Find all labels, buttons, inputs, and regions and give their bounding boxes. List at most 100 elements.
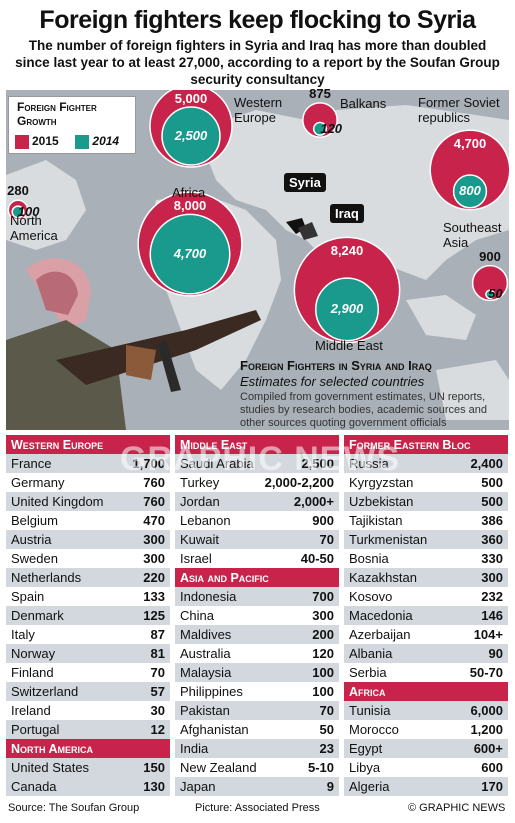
country-name: Ireland	[11, 703, 51, 718]
table-row: Australia 120	[175, 644, 339, 663]
bubble-2015-1	[302, 102, 338, 138]
table-row: Kuwait 70	[175, 530, 339, 549]
bubble-2014-1	[312, 121, 328, 136]
section-subtitle: Estimates for selected countries	[240, 374, 425, 389]
fighter-count: 300	[143, 551, 165, 566]
fighter-count: 70	[150, 665, 165, 680]
table-row: Egypt 600+	[344, 739, 508, 758]
country-name: China	[180, 608, 214, 623]
fighter-count: 2,400	[470, 456, 503, 471]
table-row: Saudi Arabia 2,500	[175, 454, 339, 473]
fighter-count: 70	[319, 532, 334, 547]
table-row: Sweden 300	[6, 549, 170, 568]
fighter-count: 81	[150, 646, 165, 661]
table-row: Serbia 50-70	[344, 663, 508, 682]
legend-swatch-2014	[75, 134, 90, 149]
footer-source: Source: The Soufan Group	[8, 802, 140, 814]
country-name: Morocco	[349, 722, 399, 737]
table-header: Africa	[344, 682, 508, 701]
country-name: Azerbaijan	[349, 627, 411, 642]
country-name: Denmark	[11, 608, 64, 623]
table-row: Italy 87	[6, 625, 170, 644]
country-name: Germany	[11, 475, 65, 490]
country-name: Israel	[180, 551, 212, 566]
table-column-2: Middle East Saudi Arabia 2,500 Turkey 2,000-…	[175, 435, 339, 796]
legend-label-2015: 2015	[32, 134, 59, 148]
country-name: Uzbekistan	[349, 494, 414, 509]
table-row: Spain 133	[6, 587, 170, 606]
country-name: Belgium	[11, 513, 58, 528]
fighter-count: 2,000-2,200	[264, 475, 334, 490]
bubble-label-2014-6: 50	[488, 286, 503, 302]
table-row: Morocco 1,200	[344, 720, 508, 739]
bubble-label-2015-5: 8,240	[330, 243, 364, 259]
country-name: Netherlands	[11, 570, 82, 585]
bubble-2014-5	[315, 277, 379, 342]
bubble-label-2014-4: 4,700	[173, 246, 207, 262]
table-row: Turkmenistan 360	[344, 530, 508, 549]
country-name: Egypt	[349, 741, 383, 756]
country-name: Philippines	[180, 684, 243, 699]
region-label-4: Africa	[172, 185, 206, 200]
country-name: Canada	[11, 779, 57, 794]
table-row: Philippines 100	[175, 682, 339, 701]
table-row: Tunisia 6,000	[344, 701, 508, 720]
table-row: China 300	[175, 606, 339, 625]
fighter-count: 40-50	[300, 551, 334, 566]
bubble-2014-6	[485, 289, 495, 300]
footer-picture: Picture: Associated Press	[195, 802, 320, 814]
country-name: Norway	[11, 646, 56, 661]
country-name: Bosnia	[349, 551, 389, 566]
table-row: Malaysia 100	[175, 663, 339, 682]
table-row: Switzerland 57	[6, 682, 170, 701]
fighter-count: 125	[143, 608, 165, 623]
table-row: New Zealand 5-10	[175, 758, 339, 777]
bubble-label-2015-4: 8,000	[173, 198, 207, 214]
bubble-label-2015-1: 875	[309, 85, 331, 101]
table-row: Finland 70	[6, 663, 170, 682]
region-label-3: North America	[10, 213, 58, 243]
fighter-count: 360	[481, 532, 503, 547]
fighter-count: 2,500	[301, 456, 334, 471]
country-name: Finland	[11, 665, 54, 680]
fighter-count: 600+	[473, 741, 503, 756]
fighter-count: 57	[150, 684, 165, 699]
country-name: United States	[11, 760, 90, 775]
table-row: Portugal 12	[6, 720, 170, 739]
country-name: Austria	[11, 532, 52, 547]
table-row: Algeria 170	[344, 777, 508, 796]
table-row: India 23	[175, 739, 339, 758]
fighter-count: 386	[481, 513, 503, 528]
fighter-count: 760	[143, 475, 165, 490]
country-name: Jordan	[180, 494, 220, 509]
fighter-count: 120	[312, 646, 334, 661]
fighter-count: 600	[481, 760, 503, 775]
fighter-count: 70	[319, 703, 334, 718]
table-row: Lebanon 900	[175, 511, 339, 530]
table-header: Western Europe	[6, 435, 170, 454]
legend-items: 2015 2014	[15, 134, 119, 149]
fighter-count: 900	[312, 513, 334, 528]
country-name: Maldives	[180, 627, 232, 642]
fighter-count: 300	[143, 532, 165, 547]
bubble-label-2015-3: 280	[7, 183, 29, 199]
fighter-count: 500	[481, 494, 503, 509]
table-header: Former Eastern Bloc	[344, 435, 508, 454]
country-name: Serbia	[349, 665, 387, 680]
country-name: Afghanistan	[180, 722, 249, 737]
table-row: Japan 9	[175, 777, 339, 796]
table-row: Bosnia 330	[344, 549, 508, 568]
fighter-count: 2,000+	[293, 494, 334, 509]
table-row: Pakistan 70	[175, 701, 339, 720]
region-label-2: Former Soviet republics	[418, 95, 500, 125]
table-row: United Kingdom 760	[6, 492, 170, 511]
table-row: Kosovo 232	[344, 587, 508, 606]
country-name: Saudi Arabia	[180, 456, 254, 471]
fighter-count: 146	[481, 608, 503, 623]
table-row: Israel 40-50	[175, 549, 339, 568]
region-label-5: Middle East	[315, 338, 383, 353]
country-name: Libya	[349, 760, 381, 775]
table-row: Germany 760	[6, 473, 170, 492]
fighter-count: 9	[326, 779, 334, 794]
table-column-3: Former Eastern Bloc Russia 2,400 Kyrgyzstan…	[344, 435, 508, 796]
